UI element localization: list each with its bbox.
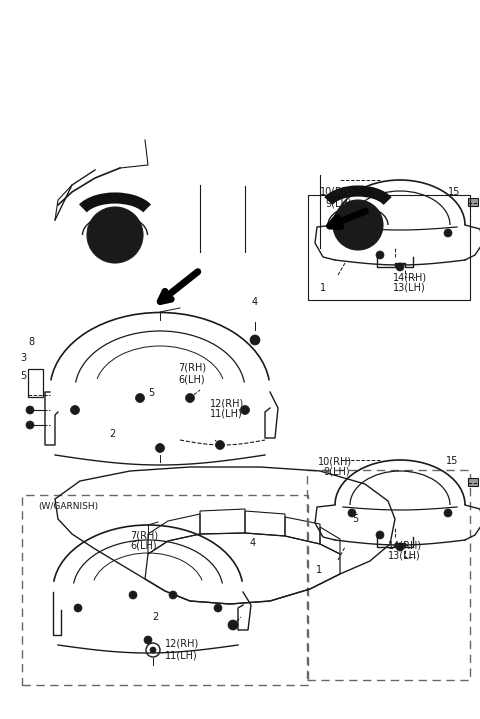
Text: (W/GARNISH): (W/GARNISH) [38,501,98,510]
Bar [308,195,470,300]
Circle shape [240,406,250,414]
Text: 5: 5 [362,240,368,250]
Text: 2: 2 [109,429,115,439]
Text: 5: 5 [20,371,26,381]
Text: 14(RH): 14(RH) [393,272,427,282]
Text: 6(LH): 6(LH) [178,374,204,384]
Text: 11(LH): 11(LH) [210,409,243,419]
Text: 15: 15 [448,187,460,197]
Circle shape [396,263,404,271]
Circle shape [26,421,34,429]
Circle shape [333,200,383,250]
Text: 10(RH): 10(RH) [320,187,354,197]
Text: 8: 8 [28,337,34,347]
Text: 11(LH): 11(LH) [165,650,198,660]
Text: 1: 1 [320,283,326,293]
Text: 10(RH): 10(RH) [318,456,352,466]
Text: 15: 15 [446,456,458,466]
Text: 7(RH): 7(RH) [130,530,158,540]
Circle shape [144,636,152,644]
Circle shape [348,509,356,517]
Circle shape [216,441,225,449]
Circle shape [396,543,404,551]
Circle shape [129,591,137,599]
Text: 4: 4 [252,297,258,307]
Circle shape [250,335,260,345]
Text: 1: 1 [316,565,322,575]
Text: 3: 3 [20,353,26,363]
Circle shape [444,509,452,517]
Circle shape [150,647,156,653]
Circle shape [228,620,238,630]
Text: 4: 4 [250,538,256,548]
Circle shape [444,229,452,237]
Circle shape [87,207,143,263]
Text: 7(RH): 7(RH) [178,363,206,373]
Bar [307,470,470,680]
Text: 6(LH): 6(LH) [130,541,156,551]
Circle shape [348,229,356,237]
Circle shape [376,251,384,259]
Circle shape [376,531,384,539]
Circle shape [135,393,144,403]
Bar [28,369,43,397]
Circle shape [214,604,222,612]
Text: 2: 2 [152,612,158,622]
Circle shape [185,393,194,403]
Text: 12(RH): 12(RH) [210,398,244,408]
Text: 5: 5 [352,514,358,524]
Circle shape [71,406,80,414]
Text: 13(LH): 13(LH) [388,551,421,561]
Text: 9(LH): 9(LH) [323,467,349,477]
Text: 9(LH): 9(LH) [325,198,352,208]
Text: 14(RH): 14(RH) [388,540,422,550]
Text: 5: 5 [148,388,154,398]
Bar [468,198,478,206]
Bar [22,495,308,685]
Circle shape [74,604,82,612]
Circle shape [26,406,34,414]
Circle shape [169,591,177,599]
Circle shape [156,444,165,452]
Text: 13(LH): 13(LH) [393,283,426,293]
Text: 12(RH): 12(RH) [165,639,199,649]
Bar [468,478,478,486]
